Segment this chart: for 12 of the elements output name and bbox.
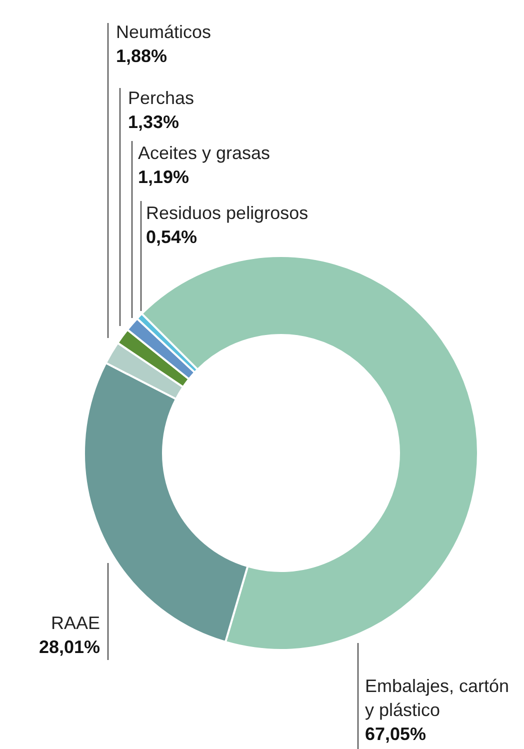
slice-label: RAAE: [50, 613, 100, 633]
slice-label: Perchas: [128, 88, 194, 108]
slice-label: Aceites y grasas: [138, 143, 270, 163]
slice-label: Residuos peligrosos: [146, 203, 308, 223]
slice-label: Neumáticos: [116, 22, 212, 42]
data-label: 1,33%: [128, 112, 180, 132]
data-label: 0,54%: [146, 227, 198, 247]
data-label: 67,05%: [365, 724, 426, 744]
slice-label: Embalajes, cartón y plástico: [365, 676, 510, 720]
data-label: 1,88%: [116, 46, 168, 66]
data-label: 1,19%: [138, 167, 190, 187]
data-label: 28,01%: [38, 637, 100, 657]
